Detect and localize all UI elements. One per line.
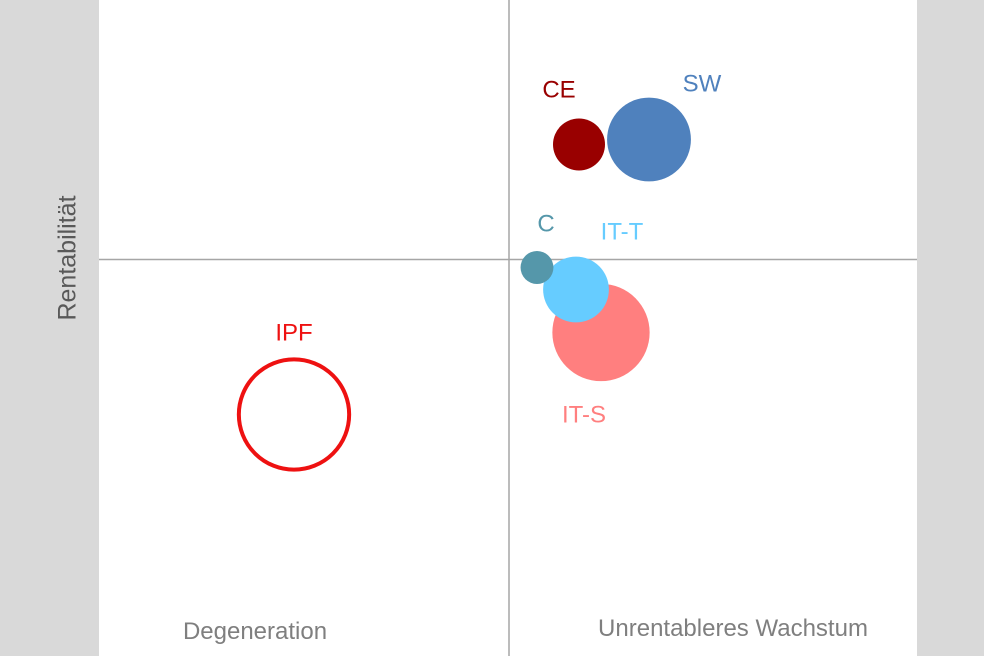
bubble-labels-group: CE SW C IT-T IT-S IPF <box>275 71 721 429</box>
bubble-label-it-t: IT-T <box>601 219 644 246</box>
plot-panel <box>99 0 917 656</box>
bubble-label-sw: SW <box>683 71 722 98</box>
bubble-label-c: C <box>537 211 554 238</box>
quadrant-label-unrentables-wachstum: Unrentableres Wachstum <box>598 615 868 642</box>
quadrant-label-degeneration: Degeneration <box>183 618 327 645</box>
bubble-it-t <box>543 256 609 323</box>
bubble-label-ipf: IPF <box>275 320 312 347</box>
bubble-ipf <box>236 357 352 472</box>
bubble-c <box>520 251 554 284</box>
bubble-label-it-s: IT-S <box>562 402 606 429</box>
bubbles-group <box>236 97 691 472</box>
bubble-label-ce: CE <box>542 77 575 104</box>
bubble-ce <box>553 118 605 171</box>
bubble-sw <box>607 97 691 182</box>
y-axis-label: Rentabilität <box>53 195 82 321</box>
